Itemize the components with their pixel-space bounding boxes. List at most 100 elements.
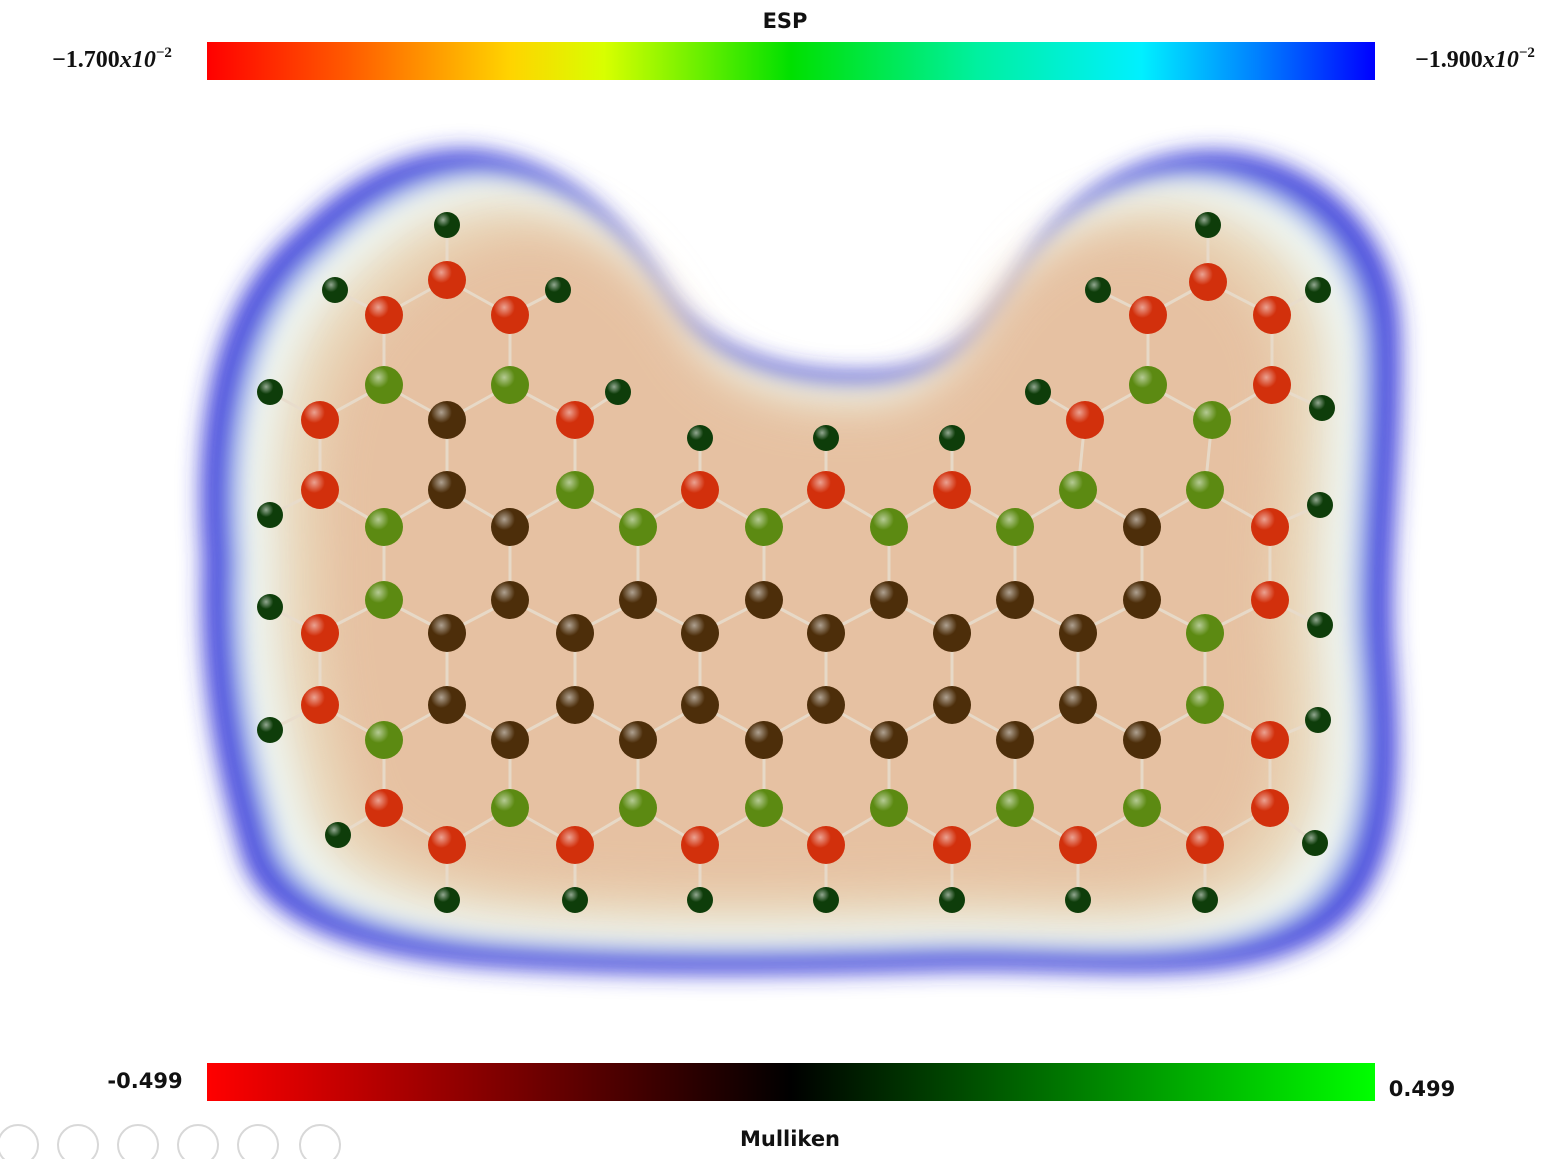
- atom-shine: [1123, 581, 1161, 619]
- atom-shine: [325, 822, 351, 848]
- base: x10: [1482, 47, 1519, 73]
- atom-shine: [933, 826, 971, 864]
- figure: ESP −1.700x10−2 −1.900x10−2 -0.499 0.499…: [0, 0, 1565, 1159]
- atom-shine: [1307, 612, 1333, 638]
- esp-min-label: −1.700x10−2: [52, 45, 172, 73]
- atom-shine: [1309, 395, 1335, 421]
- atom-shine: [365, 366, 403, 404]
- atom-shine: [257, 379, 283, 405]
- atom-shine: [1186, 686, 1224, 724]
- atom-shine: [1251, 789, 1289, 827]
- atom-shine: [1059, 614, 1097, 652]
- atom-shine: [1059, 471, 1097, 509]
- atom-shine: [1129, 296, 1167, 334]
- atom-shine: [428, 686, 466, 724]
- atom-shine: [1065, 887, 1091, 913]
- atom-shine: [428, 614, 466, 652]
- atom-shine: [1025, 379, 1051, 405]
- atom-shine: [301, 614, 339, 652]
- atom-shine: [933, 471, 971, 509]
- atom-shine: [1193, 401, 1231, 439]
- atom-shine: [428, 826, 466, 864]
- more-button[interactable]: [300, 1125, 340, 1159]
- atom-shine: [619, 789, 657, 827]
- atom-shine: [1195, 212, 1221, 238]
- atom-shine: [1085, 277, 1111, 303]
- atom-shine: [1123, 721, 1161, 759]
- atom-shine: [745, 789, 783, 827]
- atom-shine: [807, 686, 845, 724]
- zoom-button[interactable]: [238, 1125, 278, 1159]
- mulliken-max-label: 0.499: [1389, 1077, 1455, 1101]
- atom-shine: [619, 581, 657, 619]
- mulliken-min-label: -0.499: [107, 1069, 182, 1093]
- atom-shine: [1251, 508, 1289, 546]
- atom-shine: [939, 425, 965, 451]
- atom-shine: [933, 614, 971, 652]
- mantissa: −1.900: [1415, 47, 1483, 73]
- atom-shine: [1186, 471, 1224, 509]
- atom-shine: [301, 401, 339, 439]
- atom-shine: [933, 686, 971, 724]
- pen-button[interactable]: [118, 1125, 158, 1159]
- atom-shine: [365, 581, 403, 619]
- atom-shine: [556, 401, 594, 439]
- atom-shine: [491, 789, 529, 827]
- atom-shine: [813, 425, 839, 451]
- atom-shine: [556, 471, 594, 509]
- atom-shine: [1251, 721, 1289, 759]
- page: ESP −1.700x10−2 −1.900x10−2 -0.499 0.499…: [0, 0, 1565, 1159]
- atom-shine: [939, 887, 965, 913]
- atom-shine: [556, 686, 594, 724]
- atom-shine: [1189, 263, 1227, 301]
- atom-shine: [257, 717, 283, 743]
- atom-shine: [491, 366, 529, 404]
- atom-shine: [1253, 366, 1291, 404]
- control-button[interactable]: [0, 1125, 38, 1159]
- atom-shine: [562, 887, 588, 913]
- atom-shine: [1059, 826, 1097, 864]
- atom-shine: [1251, 581, 1289, 619]
- exponent: −2: [1519, 45, 1535, 61]
- atom-shine: [996, 721, 1034, 759]
- atom-shine: [605, 379, 631, 405]
- atom-shine: [1186, 826, 1224, 864]
- slides-button[interactable]: [178, 1125, 218, 1159]
- atom-shine: [870, 508, 908, 546]
- atom-shine: [813, 887, 839, 913]
- atom-shine: [428, 471, 466, 509]
- atom-shine: [301, 686, 339, 724]
- atom-shine: [681, 686, 719, 724]
- play-button[interactable]: [58, 1125, 98, 1159]
- atom-shine: [1059, 686, 1097, 724]
- atom-shine: [1302, 830, 1328, 856]
- exponent: −2: [156, 45, 172, 61]
- atom-shine: [687, 425, 713, 451]
- atom-shine: [1192, 887, 1218, 913]
- atom-shine: [1123, 508, 1161, 546]
- atom-shine: [491, 508, 529, 546]
- atom-shine: [434, 212, 460, 238]
- atom-shine: [687, 887, 713, 913]
- esp-max-label: −1.900x10−2: [1415, 45, 1535, 73]
- atom-shine: [745, 581, 783, 619]
- atom-shine: [870, 789, 908, 827]
- atom-shine: [1253, 296, 1291, 334]
- atom-shine: [996, 581, 1034, 619]
- atom-shine: [996, 508, 1034, 546]
- atom-shine: [1305, 277, 1331, 303]
- atom-shine: [870, 581, 908, 619]
- atom-shine: [1305, 707, 1331, 733]
- atom-shine: [365, 508, 403, 546]
- atom-shine: [491, 721, 529, 759]
- mantissa: −1.700: [52, 47, 120, 73]
- atom-shine: [807, 471, 845, 509]
- atom-shine: [301, 471, 339, 509]
- atom-shine: [807, 614, 845, 652]
- atom-shine: [681, 826, 719, 864]
- atom-shine: [545, 277, 571, 303]
- atom-shine: [619, 721, 657, 759]
- mulliken-title: Mulliken: [740, 1127, 840, 1151]
- atom-shine: [745, 721, 783, 759]
- atom-shine: [365, 721, 403, 759]
